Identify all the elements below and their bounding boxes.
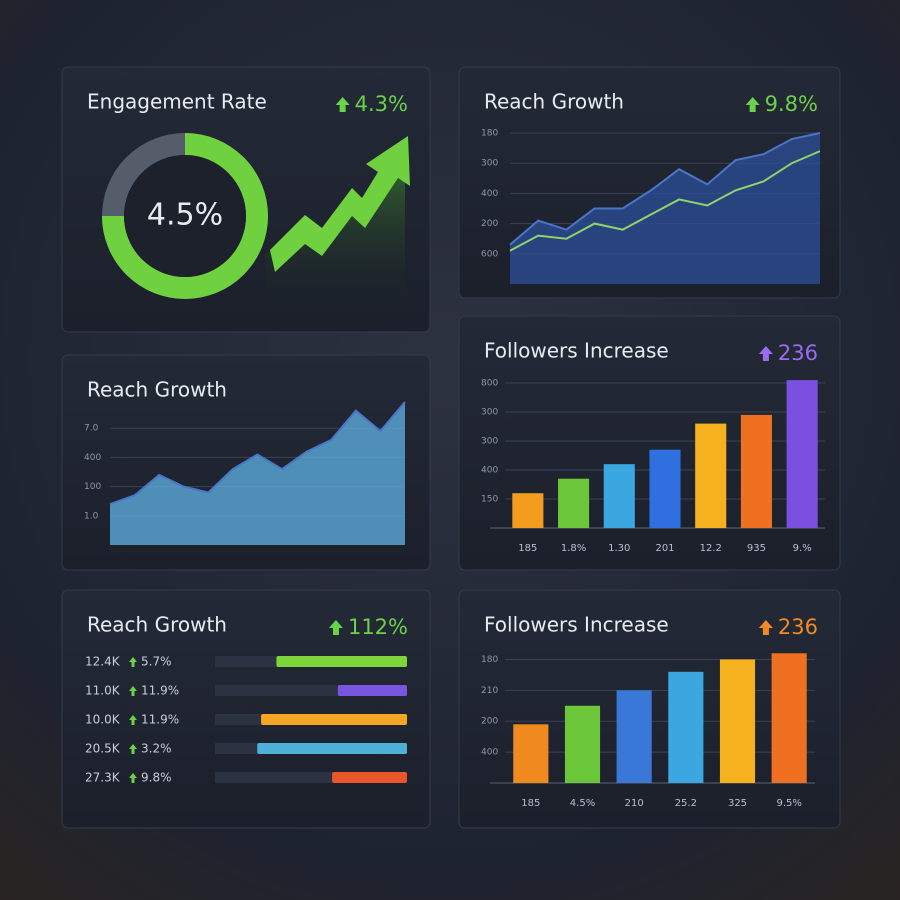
bar <box>771 653 807 783</box>
y-tick-label: 400 <box>481 189 498 199</box>
x-tick-label: 9.% <box>793 543 812 554</box>
change-arrow <box>328 620 343 635</box>
x-tick-label: 935 <box>747 543 766 554</box>
y-tick-label: 300 <box>481 408 498 418</box>
y-tick-label: 800 <box>481 379 498 389</box>
y-tick-label: 210 <box>481 686 498 696</box>
change-arrow <box>758 346 773 361</box>
row-label: 27.3K <box>85 771 121 785</box>
card-title: Followers Increase <box>484 613 669 637</box>
change: 236 <box>778 615 818 639</box>
change-arrow <box>758 620 773 635</box>
card-title: Followers Increase <box>484 339 669 363</box>
donut-center-label: 4.5% <box>147 198 223 233</box>
row-arrow <box>129 715 137 725</box>
y-tick-label: 600 <box>481 249 498 259</box>
change-arrow <box>335 97 350 112</box>
bar <box>337 685 407 696</box>
bar <box>649 449 681 528</box>
x-tick-label: 12.2 <box>700 543 722 554</box>
bar <box>668 671 704 783</box>
y-tick-label: 180 <box>481 129 498 139</box>
row-arrow <box>129 657 137 667</box>
y-tick-label: 300 <box>481 159 498 169</box>
card <box>61 589 431 829</box>
row-label: 10.0K <box>85 713 121 727</box>
y-tick-label: 400 <box>84 453 101 463</box>
row-arrow <box>129 773 137 783</box>
y-tick-label: 180 <box>481 655 498 665</box>
y-tick-label: 7.0 <box>84 424 99 434</box>
bar <box>513 724 549 783</box>
y-tick-label: 300 <box>481 437 498 447</box>
bar <box>276 656 407 667</box>
x-tick-label: 4.5% <box>570 798 595 809</box>
change: 112% <box>348 615 408 639</box>
track <box>215 685 407 696</box>
x-tick-label: 1.30 <box>608 543 630 554</box>
x-tick-label: 185 <box>521 798 540 809</box>
y-tick-label: 100 <box>84 482 101 492</box>
line <box>109 401 406 506</box>
change: 4.3% <box>355 92 408 116</box>
x-tick-label: 201 <box>655 543 674 554</box>
trend-arrow <box>270 136 410 272</box>
x-tick-label: 1.8% <box>561 543 586 554</box>
donut-hole <box>124 155 246 277</box>
row-arrow <box>129 744 137 754</box>
row-arrow <box>129 686 137 696</box>
row-pct: 3.2% <box>141 742 172 756</box>
track <box>215 772 407 783</box>
card-title: Reach Growth <box>87 378 227 402</box>
row-label: 20.5K <box>85 742 121 756</box>
change: 9.8% <box>765 92 818 116</box>
y-tick-label: 1.0 <box>84 511 99 521</box>
x-tick-label: 9.5% <box>776 798 801 809</box>
bar <box>558 478 590 528</box>
row-pct: 11.9% <box>141 684 179 698</box>
bar <box>257 743 407 754</box>
card-title: Reach Growth <box>87 613 227 637</box>
card-title: Reach Growth <box>484 90 624 114</box>
bar <box>616 690 652 783</box>
x-tick-label: 325 <box>728 798 747 809</box>
x-tick-label: 25.2 <box>675 798 697 809</box>
bar <box>740 414 772 528</box>
row-pct: 5.7% <box>141 655 172 669</box>
y-tick-label: 200 <box>481 717 498 727</box>
change: 236 <box>778 341 818 365</box>
y-tick-label: 200 <box>481 219 498 229</box>
x-tick-label: 210 <box>625 798 644 809</box>
y-tick-label: 400 <box>481 466 498 476</box>
row-label: 11.0K <box>85 684 121 698</box>
area <box>510 133 820 284</box>
bar <box>332 772 407 783</box>
card-title: Engagement Rate <box>87 90 267 114</box>
donut-arc <box>102 133 268 299</box>
bar <box>564 705 601 783</box>
y-tick-label: 150 <box>481 495 498 505</box>
bar <box>261 714 407 725</box>
bar <box>719 659 756 783</box>
bar <box>786 380 818 528</box>
bar <box>695 423 727 528</box>
row-pct: 9.8% <box>141 771 172 785</box>
line <box>509 150 821 252</box>
bar <box>512 493 544 528</box>
x-tick-label: 185 <box>518 543 537 554</box>
bar <box>603 464 635 528</box>
area <box>110 401 405 545</box>
line <box>509 132 821 246</box>
row-label: 12.4K <box>85 655 121 669</box>
change-arrow <box>745 97 760 112</box>
y-tick-label: 400 <box>481 748 498 758</box>
row-pct: 11.9% <box>141 713 179 727</box>
